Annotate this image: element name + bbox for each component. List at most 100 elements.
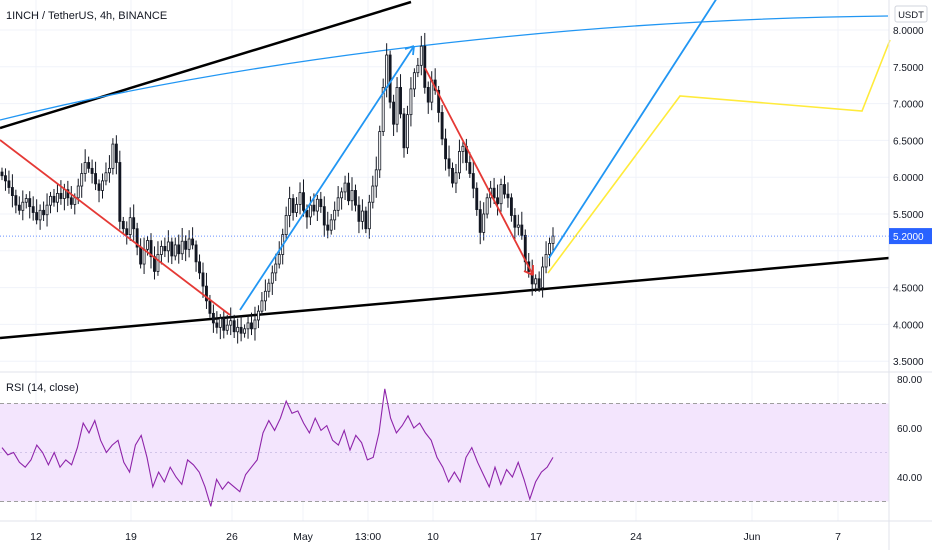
candle-body xyxy=(69,197,73,205)
rsi-line xyxy=(1,388,554,507)
candle-body xyxy=(59,192,63,199)
candle-body xyxy=(478,209,482,233)
candle-body xyxy=(56,192,59,203)
candle-body xyxy=(548,243,551,255)
candle-body xyxy=(250,322,253,330)
candle-body xyxy=(76,185,80,199)
candle-body xyxy=(340,191,344,199)
red-arrow-head xyxy=(523,265,534,276)
candle-body xyxy=(454,172,458,184)
candle-body xyxy=(229,320,233,326)
candle-body xyxy=(177,244,181,255)
drawing-back-layer xyxy=(0,0,890,340)
candle-body xyxy=(392,101,396,125)
currency-box-frame xyxy=(894,5,928,23)
candle-body xyxy=(10,187,14,196)
candle-body xyxy=(537,278,541,289)
candle-body xyxy=(329,219,333,231)
candle-body xyxy=(270,272,274,284)
candle-body xyxy=(28,198,32,208)
candle-body xyxy=(395,87,399,125)
candle-body xyxy=(118,162,122,222)
candle-body xyxy=(42,209,46,216)
candle-body xyxy=(423,45,427,88)
candle-body xyxy=(482,213,486,233)
blue-projection xyxy=(548,0,717,259)
candle-body xyxy=(544,254,548,268)
candle-body xyxy=(367,201,371,230)
candle-body xyxy=(534,278,538,285)
candle-body xyxy=(198,261,201,274)
candle-body xyxy=(17,204,21,211)
candle-body xyxy=(187,238,191,250)
candle-body xyxy=(156,254,160,272)
candle-body xyxy=(184,240,188,250)
candle-body xyxy=(24,198,28,203)
candle-body xyxy=(437,89,441,113)
candle-body xyxy=(412,72,416,90)
candle-body xyxy=(253,319,257,330)
price-tick-label: 6.0000 xyxy=(893,173,924,184)
price-tick-label: 7.0000 xyxy=(893,100,924,111)
currency-box[interactable]: USDT xyxy=(894,5,928,23)
candle-body xyxy=(347,182,350,202)
lower-trendline xyxy=(0,256,890,340)
candle-body xyxy=(257,310,260,321)
candle-body xyxy=(485,197,489,215)
candle-body xyxy=(0,171,4,177)
candle-body xyxy=(215,322,219,328)
candle-body xyxy=(360,210,364,222)
candle-body xyxy=(426,87,430,103)
candle-body xyxy=(62,189,66,199)
candle-body xyxy=(52,195,56,203)
candle-body xyxy=(201,272,205,287)
candle-body xyxy=(364,210,368,230)
candle-body xyxy=(173,244,177,257)
candle-body xyxy=(274,263,278,274)
candle-body xyxy=(83,162,87,174)
symbol-title[interactable]: 1INCH / TetherUS, 4h, BINANCE xyxy=(6,10,167,22)
blue-up-leg-1 xyxy=(239,45,415,311)
candle-body xyxy=(111,143,115,169)
candle-body xyxy=(343,182,347,193)
candle-body xyxy=(73,197,77,205)
price-tick-label: 4.5000 xyxy=(893,284,924,295)
candle-body xyxy=(516,224,520,228)
candle-body xyxy=(87,162,91,169)
candle-body xyxy=(218,318,222,328)
candle-body xyxy=(492,187,496,199)
candle-body xyxy=(107,167,111,174)
drawing-front-layer xyxy=(0,0,891,316)
candle-body xyxy=(520,224,524,236)
time-tick-label: 26 xyxy=(226,531,238,543)
candle-body xyxy=(284,215,288,236)
candle-body xyxy=(322,206,326,226)
candle-body xyxy=(66,189,70,199)
candle-body xyxy=(406,114,409,149)
candle-body xyxy=(31,206,35,213)
candle-body xyxy=(14,195,18,206)
rsi-label[interactable]: RSI (14, close) xyxy=(6,382,79,394)
price-tick-label: 3.5000 xyxy=(893,357,924,368)
candle-body xyxy=(291,198,295,213)
candle-body xyxy=(388,54,392,103)
time-tick-label: May xyxy=(293,531,314,543)
price-tick-label: 4.0000 xyxy=(893,320,924,331)
candle-body xyxy=(222,318,226,331)
candle-body xyxy=(97,183,101,191)
candle-body xyxy=(211,312,215,324)
candle-body xyxy=(295,204,298,213)
candle-body xyxy=(208,300,212,314)
candle-body xyxy=(308,204,312,218)
candle-body xyxy=(236,326,240,333)
price-tick-label: 7.5000 xyxy=(893,63,924,74)
candle-body xyxy=(121,220,125,230)
candle-body xyxy=(302,192,305,211)
candle-body xyxy=(125,228,129,236)
axis-layer: 3.5000 4.0000 4.5000 5.5000 6.0000 6.5000 7.00… xyxy=(30,26,932,543)
candle-body xyxy=(551,235,555,244)
candle-body xyxy=(149,240,153,258)
candle-body xyxy=(378,131,382,171)
